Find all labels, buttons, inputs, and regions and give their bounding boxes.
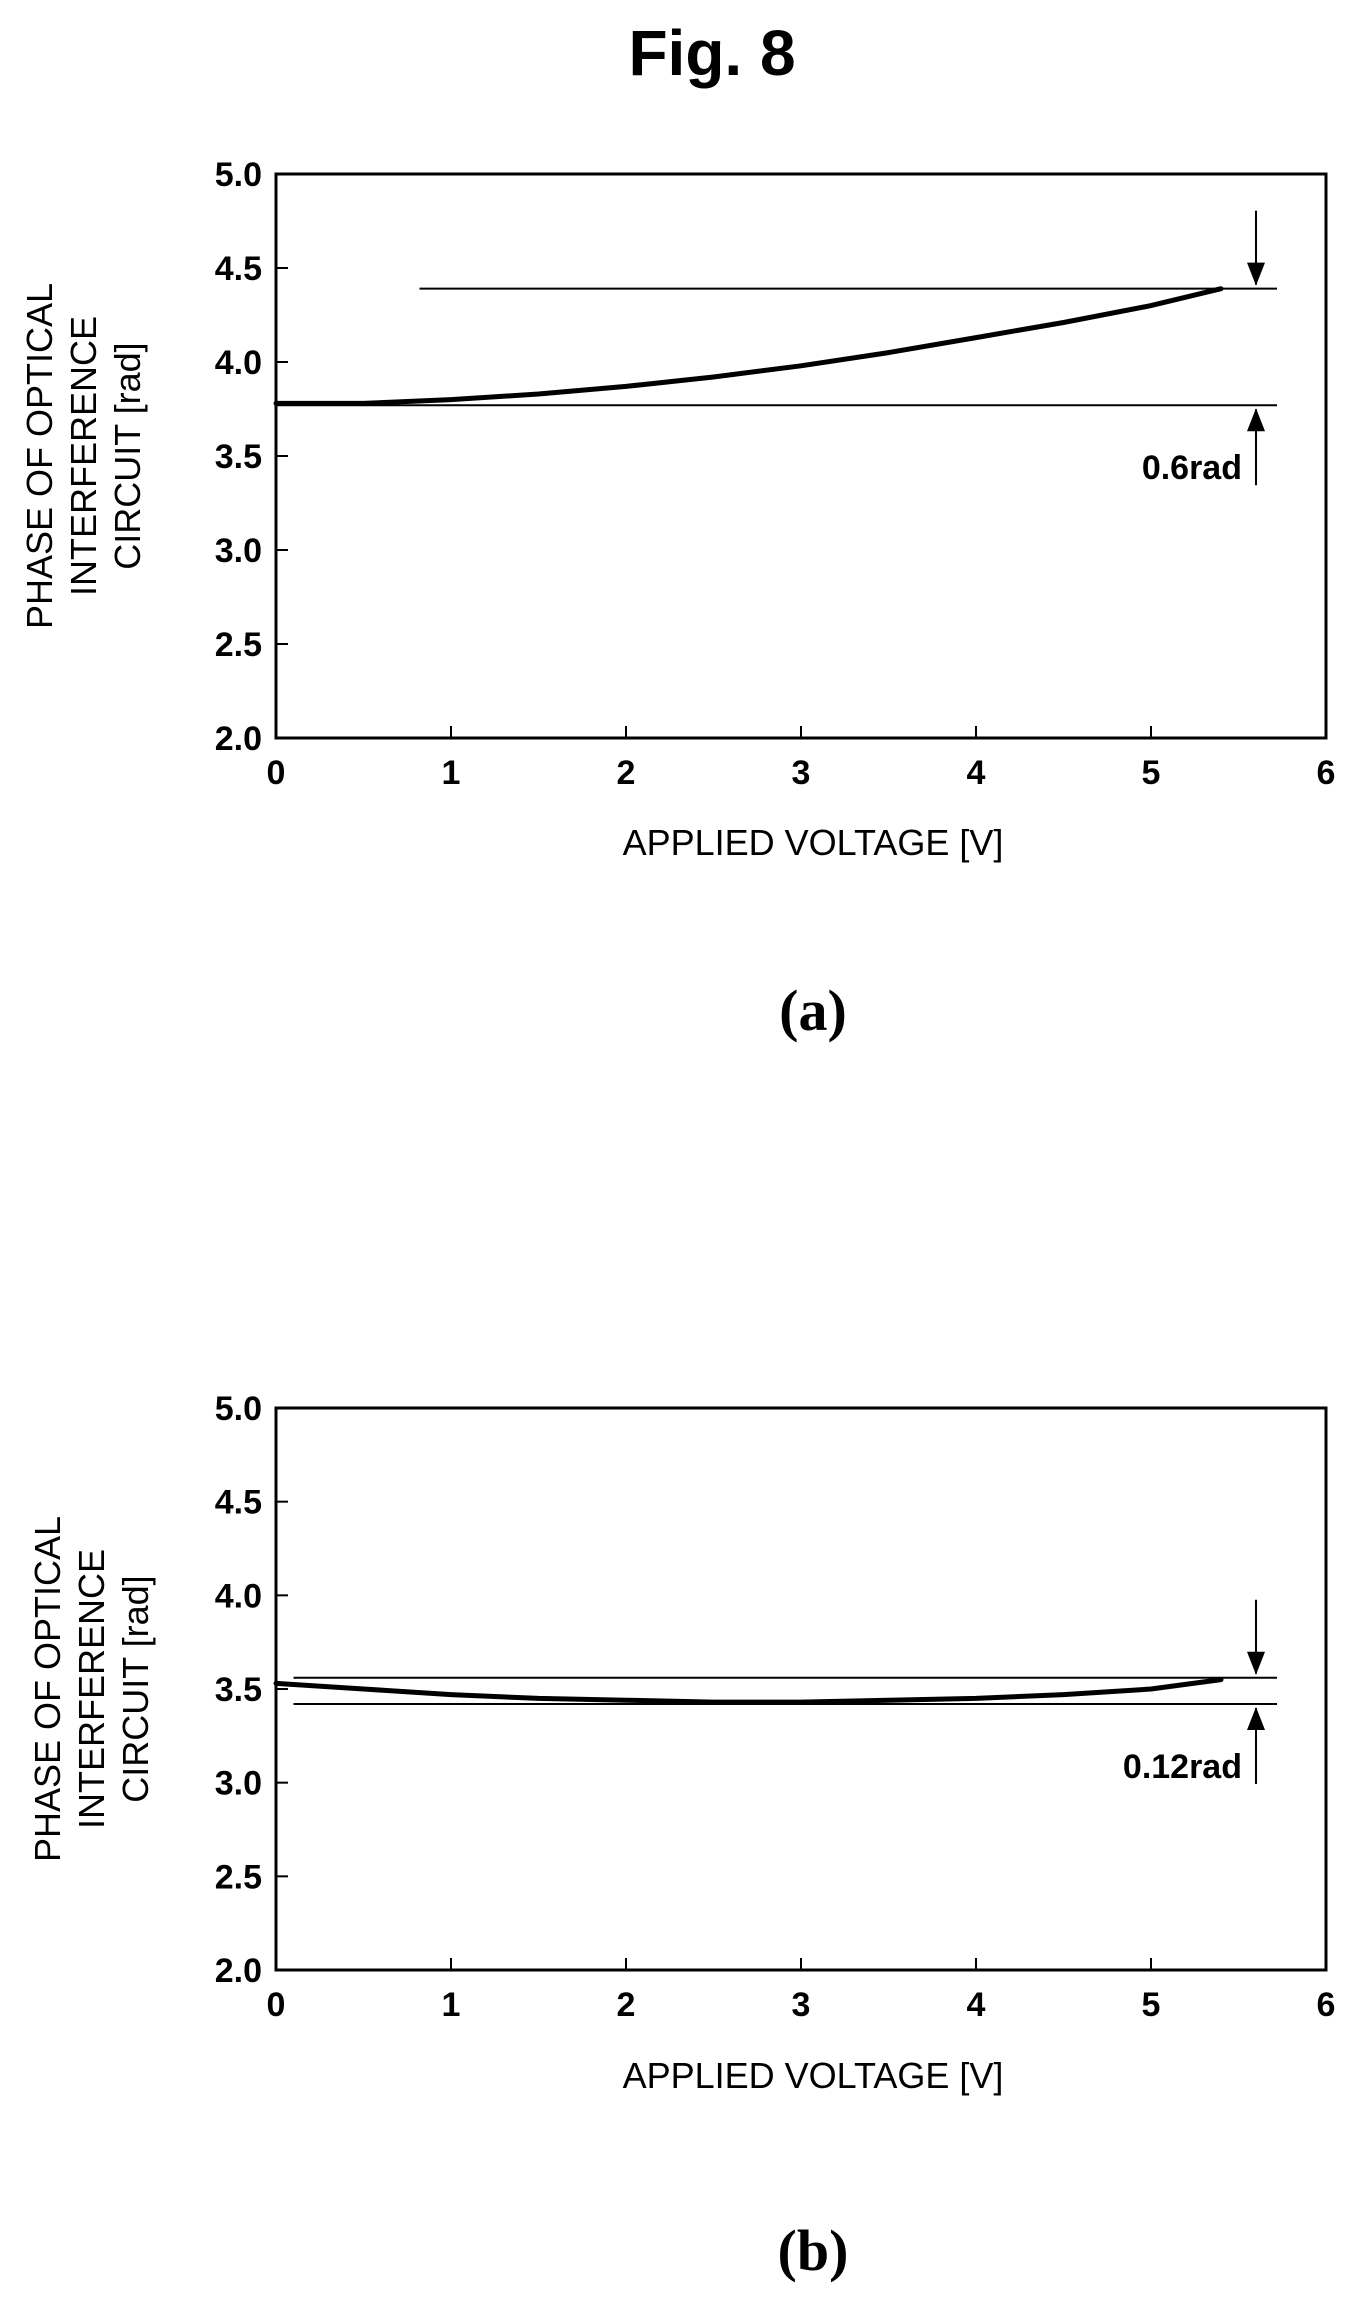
x-tick-label: 2 <box>617 754 636 792</box>
figure-title: Fig. 8 <box>628 17 795 89</box>
x-tick-label: 1 <box>442 754 461 792</box>
chart-panel-b: 0 1 2 3 4 5 6 2.0 2.5 3.0 3.5 4.0 4.5 5.0 0.12rad APPLI… <box>27 1390 1335 2283</box>
x-tick-label: 5 <box>1142 754 1161 792</box>
x-axis-label: APPLIED VOLTAGE [V] <box>623 2055 1004 2096</box>
y-tick-label: 3.5 <box>215 1671 262 1709</box>
series-line <box>273 1677 1224 1705</box>
y-tick-label: 3.0 <box>215 1765 262 1803</box>
annotation-arrows <box>1247 210 1265 486</box>
x-tick-label: 6 <box>1317 1986 1336 2024</box>
x-tick-label: 3 <box>792 754 811 792</box>
y-tick-label: 4.0 <box>215 1577 262 1615</box>
y-tick-label: 2.5 <box>215 1858 262 1896</box>
arrow-down-head <box>1247 262 1265 286</box>
chart-panel-a: 0 1 2 3 4 5 6 2.0 2.5 3.0 3.5 4.0 4.5 5.0 0.6rad APPLIE… <box>19 156 1335 1043</box>
y-axis-label-line: CIRCUIT [rad] <box>115 1575 156 1802</box>
y-tick-label: 5.0 <box>215 1390 262 1428</box>
x-tick-label: 6 <box>1317 754 1336 792</box>
panel-label: (b) <box>778 2218 849 2283</box>
series-line <box>273 286 1224 406</box>
y-tick-label: 4.0 <box>215 344 262 382</box>
y-tick-label: 3.0 <box>215 532 262 570</box>
x-tick-label: 5 <box>1142 1986 1161 2024</box>
y-axis-label-line: INTERFERENCE <box>63 316 104 596</box>
y-tick-label: 4.5 <box>215 250 262 288</box>
y-axis-label: PHASE OF OPTICALINTERFERENCECIRCUIT [rad… <box>19 283 148 629</box>
delta-annotation: 0.6rad <box>1142 449 1242 487</box>
y-tick-label: 2.0 <box>215 720 262 758</box>
arrow-down-head <box>1247 1651 1265 1675</box>
y-tick-label: 2.5 <box>215 626 262 664</box>
x-tick-label: 4 <box>967 1986 986 2024</box>
y-tick-label: 5.0 <box>215 156 262 194</box>
x-tick-label: 1 <box>442 1986 461 2024</box>
y-axis-label-line: CIRCUIT [rad] <box>107 342 148 569</box>
arrow-up-head <box>1247 1706 1265 1730</box>
x-tick-label: 0 <box>267 754 286 792</box>
x-axis-label: APPLIED VOLTAGE [V] <box>623 822 1004 863</box>
y-axis-label-line: INTERFERENCE <box>71 1549 112 1829</box>
y-axis-label: PHASE OF OPTICALINTERFERENCECIRCUIT [rad… <box>27 1516 156 1862</box>
y-tick-label: 2.0 <box>215 1952 262 1990</box>
panel-label: (a) <box>779 978 847 1043</box>
delta-annotation: 0.12rad <box>1123 1748 1242 1786</box>
y-tick-label: 4.5 <box>215 1484 262 1522</box>
x-tick-label: 4 <box>967 754 986 792</box>
x-tick-label: 0 <box>267 1986 286 2024</box>
x-tick-label: 2 <box>617 1986 636 2024</box>
y-axis-label-line: PHASE OF OPTICAL <box>27 1516 68 1862</box>
x-tick-label: 3 <box>792 1986 811 2024</box>
y-axis-label-line: PHASE OF OPTICAL <box>19 283 60 629</box>
annotation-arrows <box>1247 1599 1265 1784</box>
arrow-up-head <box>1247 408 1265 432</box>
y-tick-label: 3.5 <box>215 438 262 476</box>
